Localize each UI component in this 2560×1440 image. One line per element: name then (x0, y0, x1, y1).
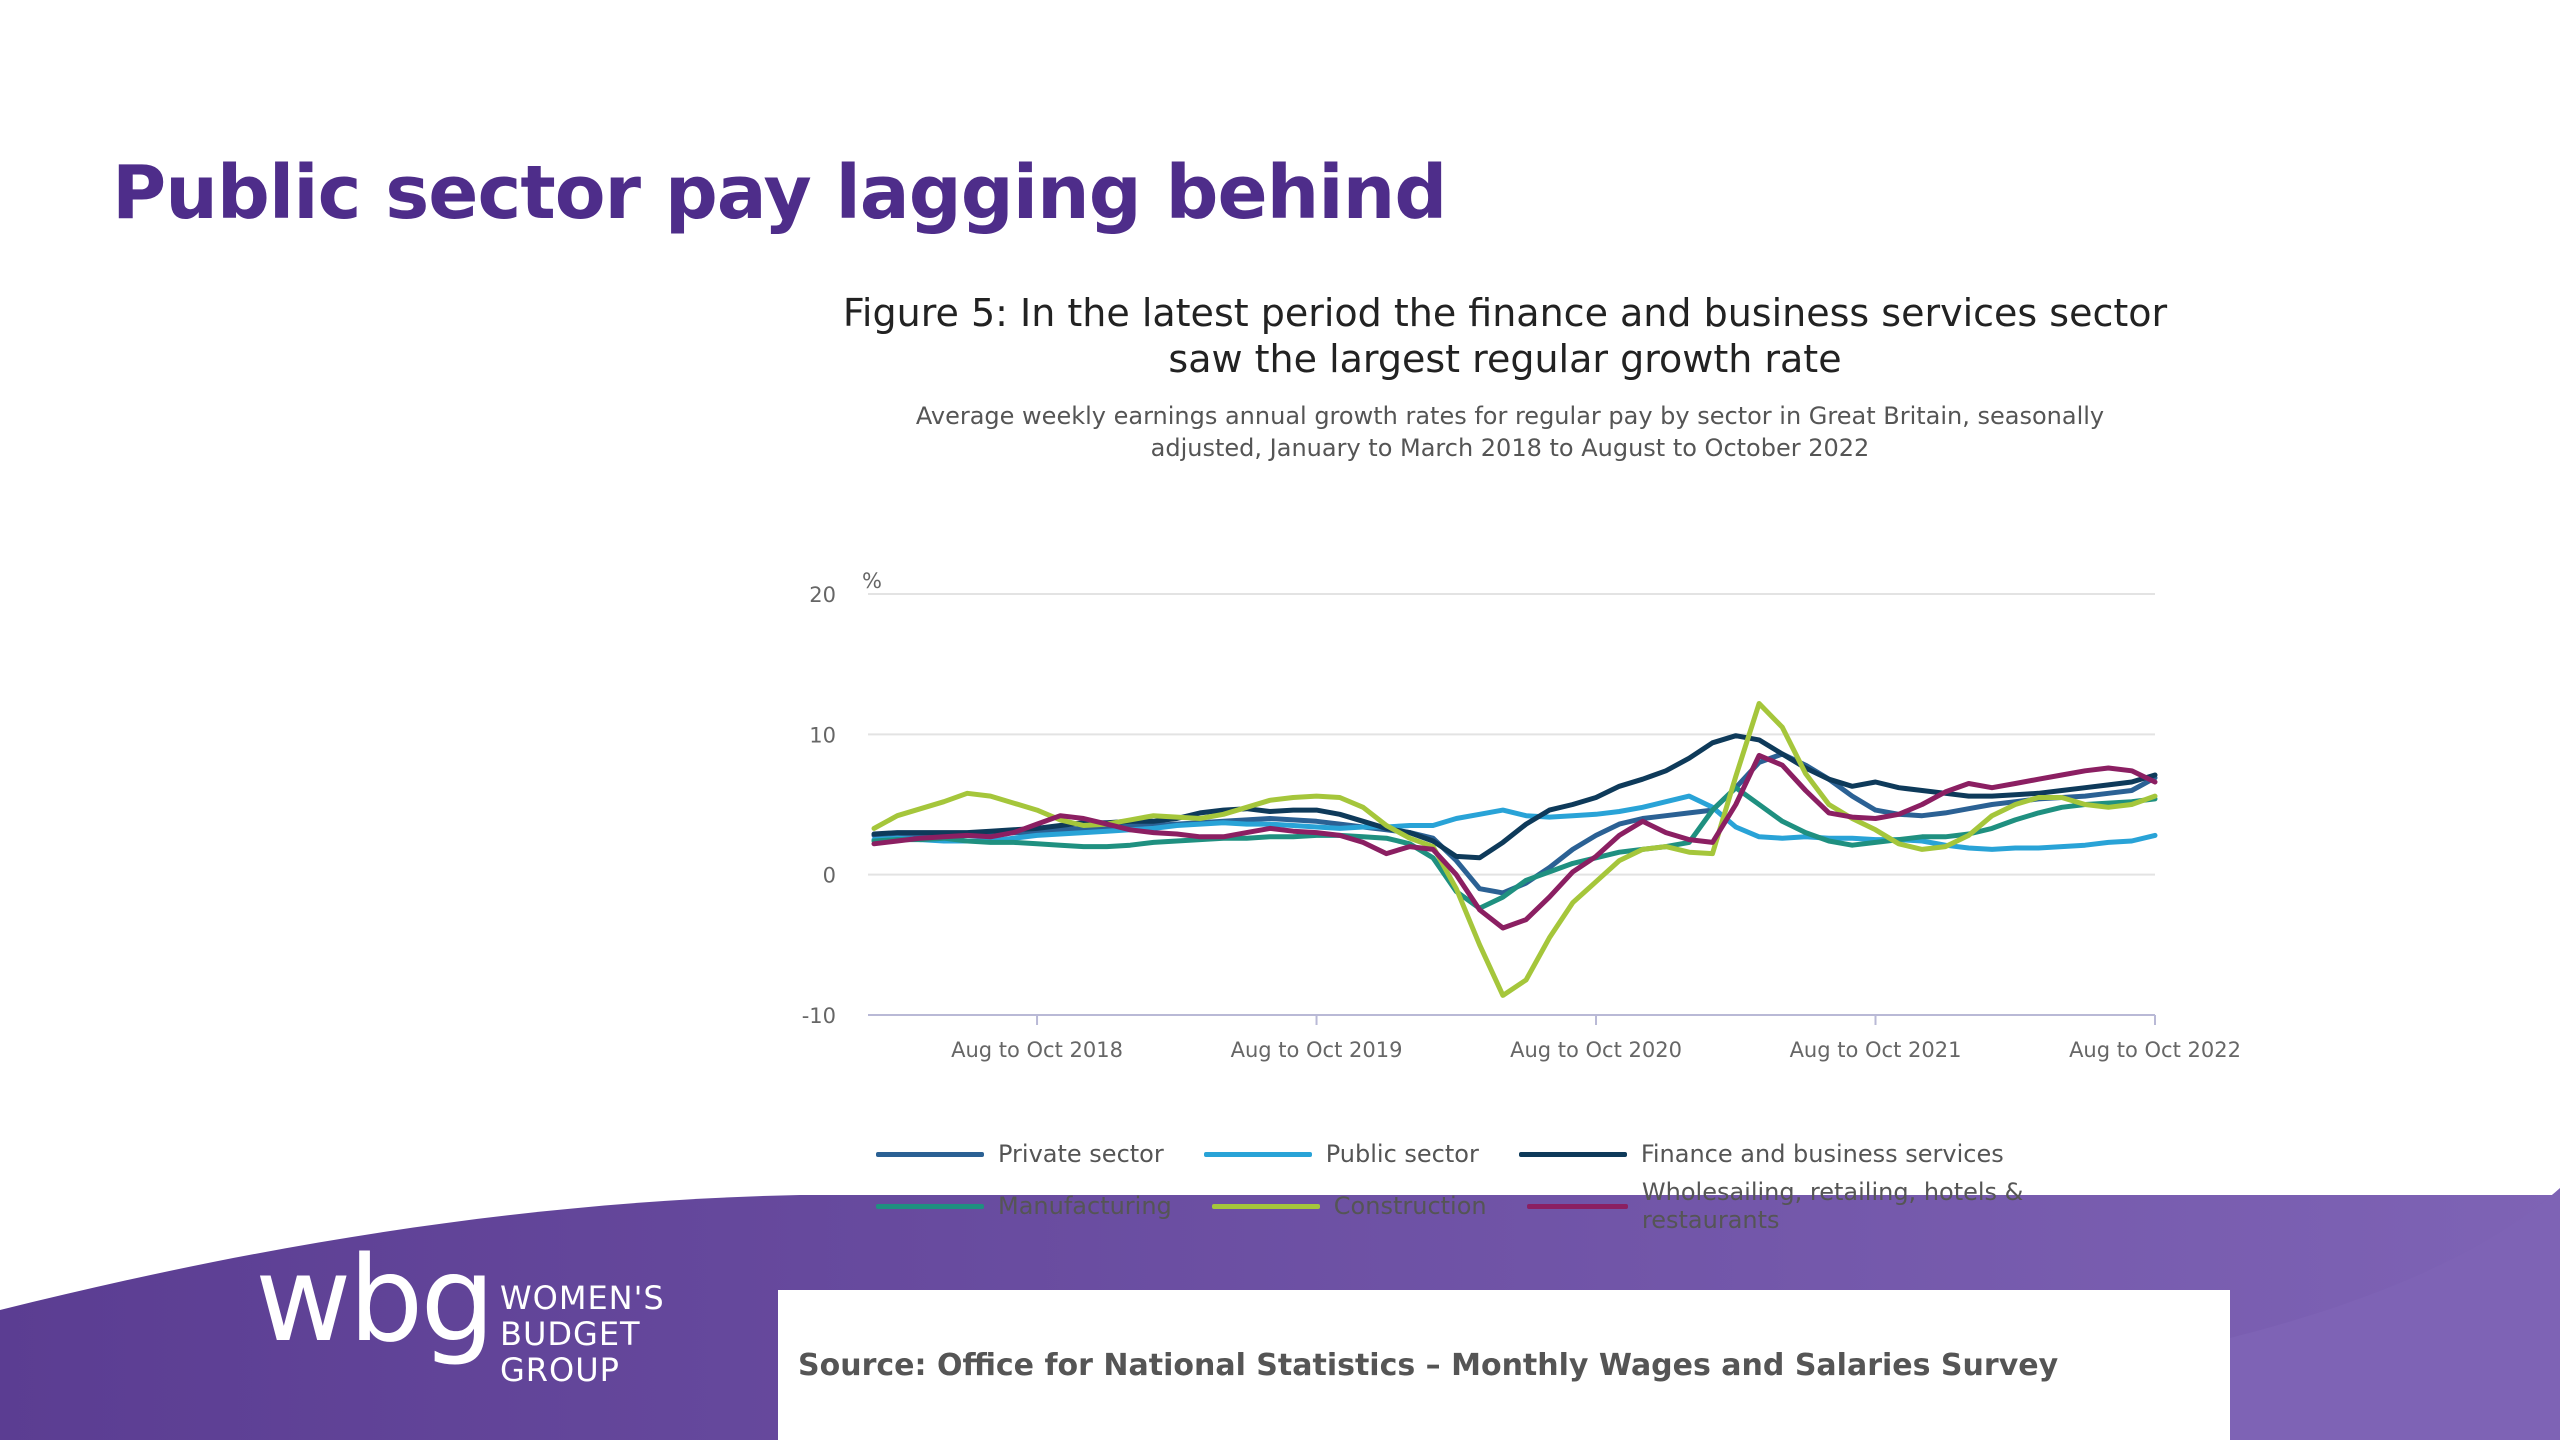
legend-label: Construction (1333, 1192, 1487, 1220)
chart-subtitle: Average weekly earnings annual growth ra… (915, 402, 2105, 462)
legend-item-finance-business: Finance and business services (1518, 1140, 2004, 1168)
x-tick-label: Aug to Oct 2018 (951, 1038, 1123, 1062)
chart-legend: Private sector Public sector Finance and… (876, 1128, 2176, 1234)
legend-swatch (876, 1203, 984, 1209)
source-note: Source: Office for National Statistics –… (798, 1348, 2059, 1383)
legend-item-public-sector: Public sector (1203, 1140, 1479, 1168)
legend-swatch (1211, 1203, 1320, 1209)
slide-title: Public sector pay lagging behind (112, 150, 1447, 236)
legend-swatch (876, 1151, 984, 1157)
legend-item-construction: Construction (1211, 1192, 1487, 1220)
x-tick-label: Aug to Oct 2022 (2069, 1038, 2241, 1062)
y-tick-label: 0 (823, 864, 836, 888)
logo-line: WOMEN'S (500, 1279, 665, 1317)
x-tick-label: Aug to Oct 2021 (1790, 1038, 1962, 1062)
series-line-construction (871, 701, 2158, 998)
x-tick-label: Aug to Oct 2020 (1510, 1038, 1682, 1062)
legend-label: Wholesailing, retailing, hotels & restau… (1641, 1178, 2024, 1234)
y-tick-label: 20 (809, 583, 836, 607)
y-tick-label: -10 (802, 1004, 836, 1028)
legend-swatch (1526, 1203, 1628, 1209)
series-line-public-sector (871, 793, 2158, 852)
y-axis-label: % (862, 569, 882, 593)
source-panel: Source: Office for National Statistics –… (778, 1290, 2230, 1440)
logo-line: BUDGET (500, 1315, 641, 1353)
series-line-wholesailing-retailing-hotels-restaurants (871, 752, 2158, 931)
x-tick-label: Aug to Oct 2019 (1231, 1038, 1403, 1062)
legend-swatch (1203, 1151, 1312, 1157)
legend-row: Manufacturing Construction Wholesailing,… (876, 1178, 2176, 1234)
legend-swatch (1518, 1151, 1627, 1157)
logo-wordmark: WOMEN'S BUDGET GROUP (500, 1280, 665, 1388)
line-chart: -10 0 10 20% Aug to Oct 2018 Aug to Oct 2019 A… (802, 569, 2241, 1062)
series-line-manufacturing (871, 785, 2158, 911)
legend-item-private-sector: Private sector (876, 1140, 1164, 1168)
logo-line: GROUP (500, 1351, 620, 1389)
legend-row: Private sector Public sector Finance and… (876, 1128, 2176, 1180)
chart-title: Figure 5: In the latest period the finan… (842, 291, 2168, 381)
logo-mark: wbg (255, 1230, 495, 1368)
y-tick-label: 10 (809, 723, 836, 747)
legend-label: Manufacturing (998, 1192, 1172, 1220)
legend-label: Public sector (1325, 1140, 1479, 1168)
legend-label: Private sector (998, 1140, 1164, 1168)
legend-label: Finance and business services (1640, 1140, 2004, 1168)
legend-item-wholesale-retail: Wholesailing, retailing, hotels & restau… (1526, 1178, 2136, 1234)
legend-item-manufacturing: Manufacturing (876, 1192, 1172, 1220)
